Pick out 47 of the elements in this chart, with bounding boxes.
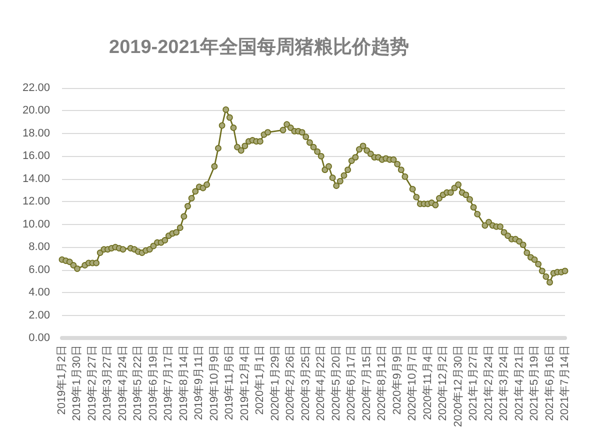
x-tick-label: 2021年5月19日 — [528, 345, 541, 421]
x-tick-label: 2021年4月21日 — [513, 345, 526, 421]
x-tick-label: 2019年1月30日 — [71, 345, 84, 421]
y-tick-label: 2.00 — [28, 309, 50, 322]
x-tick-label: 2020年2月26日 — [284, 345, 297, 421]
x-tick-label: 2019年2月27日 — [86, 345, 98, 421]
y-tick-label: 12.00 — [22, 196, 50, 208]
x-tick-label: 2020年3月25日 — [300, 345, 312, 421]
x-tick-label: 2020年4月22日 — [315, 345, 328, 421]
x-tick-label: 2020年11月4日 — [422, 345, 434, 420]
x-tick-label: 2020年7月15日 — [360, 345, 373, 421]
x-tick-label: 2019年10月9日 — [208, 345, 220, 421]
x-tick-label: 2019年12月4日 — [238, 345, 251, 421]
x-tick-label: 2021年2月24日 — [482, 345, 495, 421]
x-tick-label: 2021年3月24日 — [498, 345, 510, 421]
x-tick-label: 2020年8月12日 — [376, 345, 388, 421]
x-tick-label: 2019年9月11日 — [193, 345, 206, 420]
x-tick-label: 2020年9月9日 — [391, 345, 404, 415]
x-tick-label: 2019年8月14日 — [178, 345, 190, 421]
x-tick-label: 2021年1月27日 — [468, 345, 480, 421]
y-tick-label: 18.00 — [22, 127, 50, 140]
y-tick-label: 20.00 — [22, 104, 50, 117]
x-tick-label: 2019年3月27日 — [102, 345, 114, 421]
x-tick-label: 2020年1月29日 — [269, 345, 282, 421]
chart-title: 2019-2021年全国每周猪粮比价趋势 — [109, 36, 409, 58]
y-tick-label: 8.00 — [28, 241, 50, 254]
y-tick-label: 4.00 — [28, 286, 50, 299]
y-tick-label: 22.00 — [22, 82, 50, 94]
x-tick-label: 2020年6月17日 — [346, 345, 358, 421]
x-tick-label: 2020年12月30日 — [452, 345, 464, 427]
y-tick-label: 14.00 — [22, 172, 50, 185]
x-tick-label: 2020年12月2日 — [437, 345, 450, 421]
x-tick-label: 2019年11月6日 — [224, 345, 236, 420]
y-tick-label: 0.00 — [28, 332, 50, 344]
x-tick-label: 2019年5月22日 — [132, 345, 144, 421]
x-tick-label: 2021年7月14日 — [559, 345, 571, 421]
x-tick-label: 2020年5月20日 — [330, 345, 342, 421]
y-tick-label: 10.00 — [22, 218, 50, 230]
y-tick-label: 6.00 — [28, 264, 50, 276]
x-tick-label: 2019年7月17日 — [162, 345, 175, 421]
x-tick-label: 2020年10月7日 — [406, 345, 419, 421]
x-tick-label: 2019年1月2日 — [56, 345, 68, 415]
x-tick-label: 2019年4月24日 — [116, 345, 129, 421]
x-tick-label: 2019年6月19日 — [147, 345, 160, 421]
x-tick-label: 2020年1月1日 — [254, 345, 266, 415]
y-tick-label: 16.00 — [22, 150, 50, 162]
x-tick-label: 2021年6月16日 — [544, 345, 556, 421]
